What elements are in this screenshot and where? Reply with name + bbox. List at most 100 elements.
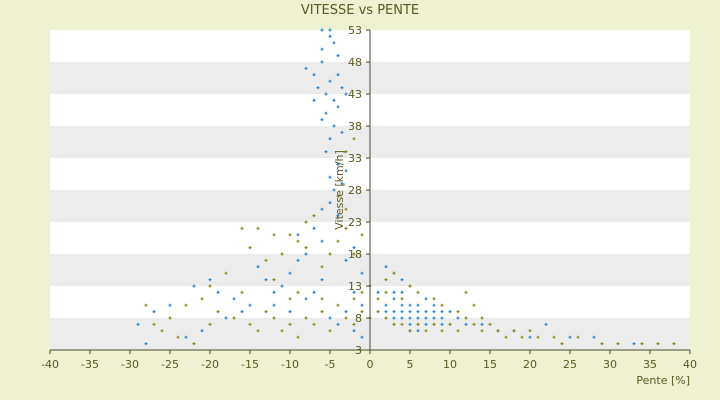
data-point-blue — [280, 284, 284, 288]
data-point-blue — [352, 329, 356, 333]
data-point-olive — [456, 329, 460, 333]
data-point-olive — [360, 290, 364, 294]
data-point-blue — [400, 303, 404, 307]
x-tick-label: 40 — [683, 358, 697, 371]
data-point-blue — [416, 303, 420, 307]
data-point-blue — [332, 124, 336, 128]
data-point-blue — [344, 169, 348, 173]
data-point-blue — [336, 105, 340, 109]
data-point-blue — [376, 290, 380, 294]
data-point-olive — [152, 322, 156, 326]
y-tick-label: 43 — [348, 88, 362, 101]
x-tick-label: 30 — [603, 358, 617, 371]
data-point-olive — [352, 297, 356, 301]
data-point-olive — [376, 310, 380, 314]
data-point-blue — [360, 271, 364, 275]
plot-points — [136, 28, 676, 346]
data-point-olive — [240, 226, 244, 230]
data-point-blue — [592, 335, 596, 339]
data-point-blue — [312, 98, 316, 102]
data-point-blue — [240, 310, 244, 314]
data-point-olive — [272, 316, 276, 320]
data-point-olive — [448, 322, 452, 326]
data-point-blue — [336, 214, 340, 218]
data-point-blue — [568, 335, 572, 339]
data-point-blue — [360, 303, 364, 307]
y-axis-title: Vitesse [km/h] — [333, 150, 346, 230]
data-point-blue — [312, 290, 316, 294]
x-tick-label: -15 — [241, 358, 259, 371]
data-point-olive — [248, 246, 252, 250]
data-point-blue — [332, 98, 336, 102]
data-point-blue — [632, 342, 636, 346]
data-point-blue — [336, 322, 340, 326]
data-point-olive — [360, 233, 364, 237]
data-point-olive — [344, 207, 348, 211]
data-point-olive — [472, 303, 476, 307]
data-point-olive — [288, 233, 292, 237]
data-point-olive — [320, 297, 324, 301]
data-point-olive — [296, 335, 300, 339]
data-point-blue — [392, 316, 396, 320]
data-point-blue — [384, 310, 388, 314]
data-point-olive — [328, 329, 332, 333]
data-point-blue — [544, 322, 548, 326]
data-point-olive — [552, 335, 556, 339]
data-point-blue — [432, 316, 436, 320]
data-point-olive — [320, 310, 324, 314]
data-point-blue — [392, 290, 396, 294]
data-point-olive — [536, 335, 540, 339]
data-point-blue — [264, 278, 268, 282]
data-point-olive — [464, 316, 468, 320]
data-point-blue — [324, 111, 328, 115]
data-point-blue — [432, 310, 436, 314]
data-point-olive — [168, 316, 172, 320]
data-point-blue — [340, 130, 344, 134]
data-point-blue — [320, 239, 324, 243]
data-point-blue — [440, 316, 444, 320]
data-point-olive — [232, 316, 236, 320]
data-point-olive — [144, 303, 148, 307]
data-point-olive — [384, 278, 388, 282]
data-point-blue — [320, 118, 324, 122]
data-point-blue — [344, 258, 348, 262]
y-tick-label: 28 — [348, 184, 362, 197]
data-point-blue — [272, 303, 276, 307]
data-point-olive — [488, 322, 492, 326]
data-point-blue — [416, 310, 420, 314]
data-point-olive — [352, 322, 356, 326]
data-point-olive — [424, 329, 428, 333]
data-point-olive — [264, 310, 268, 314]
data-point-olive — [280, 252, 284, 256]
x-tick-label: 25 — [563, 358, 577, 371]
data-point-blue — [400, 278, 404, 282]
data-point-olive — [176, 335, 180, 339]
data-point-olive — [264, 258, 268, 262]
data-point-blue — [304, 252, 308, 256]
y-tick-label: 23 — [348, 216, 362, 229]
data-point-olive — [192, 342, 196, 346]
tick-labels: -40 -35 -30 -25 -20 -15 -10 -5 0 5 10 15 20 25 30 35 40 3… — [41, 24, 697, 371]
data-point-olive — [656, 342, 660, 346]
data-point-olive — [304, 246, 308, 250]
data-point-olive — [296, 239, 300, 243]
data-point-blue — [464, 322, 468, 326]
data-point-olive — [600, 342, 604, 346]
data-point-olive — [480, 329, 484, 333]
data-point-blue — [152, 310, 156, 314]
data-point-blue — [344, 310, 348, 314]
data-point-olive — [328, 252, 332, 256]
data-point-olive — [672, 342, 676, 346]
data-point-olive — [440, 303, 444, 307]
data-point-blue — [392, 297, 396, 301]
data-point-olive — [456, 310, 460, 314]
data-point-olive — [208, 322, 212, 326]
data-point-olive — [256, 329, 260, 333]
data-point-blue — [400, 310, 404, 314]
data-point-blue — [408, 310, 412, 314]
data-point-blue — [256, 265, 260, 269]
data-point-olive — [336, 303, 340, 307]
data-point-olive — [288, 297, 292, 301]
data-point-olive — [464, 290, 468, 294]
